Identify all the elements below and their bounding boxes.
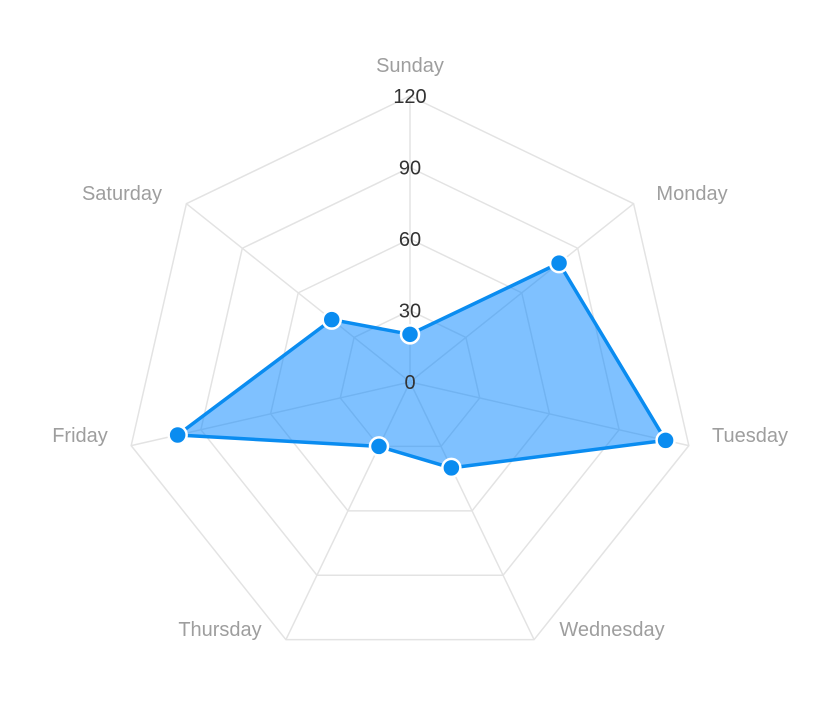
series-layer	[167, 252, 676, 479]
category-label-sunday: Sunday	[376, 55, 444, 77]
category-label-wednesday: Wednesday	[559, 619, 664, 641]
data-point-sunday[interactable]	[399, 324, 421, 345]
data-point-monday[interactable]	[548, 252, 570, 274]
tick-label: 60	[399, 229, 421, 251]
data-point-wednesday[interactable]	[441, 457, 462, 479]
tick-label: 0	[404, 372, 415, 394]
category-label-tuesday: Tuesday	[712, 425, 788, 447]
category-label-layer: Sunday Monday Tuesday Wednesday Thursday Frid…	[52, 55, 788, 641]
data-point-saturday[interactable]	[321, 309, 342, 330]
grid-ring	[200, 166, 620, 577]
data-point-friday[interactable]	[167, 424, 188, 446]
category-label-monday: Monday	[656, 183, 727, 205]
series-area	[175, 261, 668, 470]
tick-label: 120	[393, 86, 426, 108]
data-point-thursday[interactable]	[368, 436, 390, 457]
category-label-friday: Friday	[52, 425, 108, 447]
tick-label: 90	[399, 158, 421, 180]
tick-layer: 0 30 60 90 120	[393, 86, 426, 394]
category-label-thursday: Thursday	[178, 619, 261, 641]
category-label-saturday: Saturday	[82, 183, 162, 205]
tick-label: 30	[399, 301, 421, 323]
data-point-tuesday[interactable]	[655, 430, 676, 451]
grid-ring	[130, 95, 690, 641]
